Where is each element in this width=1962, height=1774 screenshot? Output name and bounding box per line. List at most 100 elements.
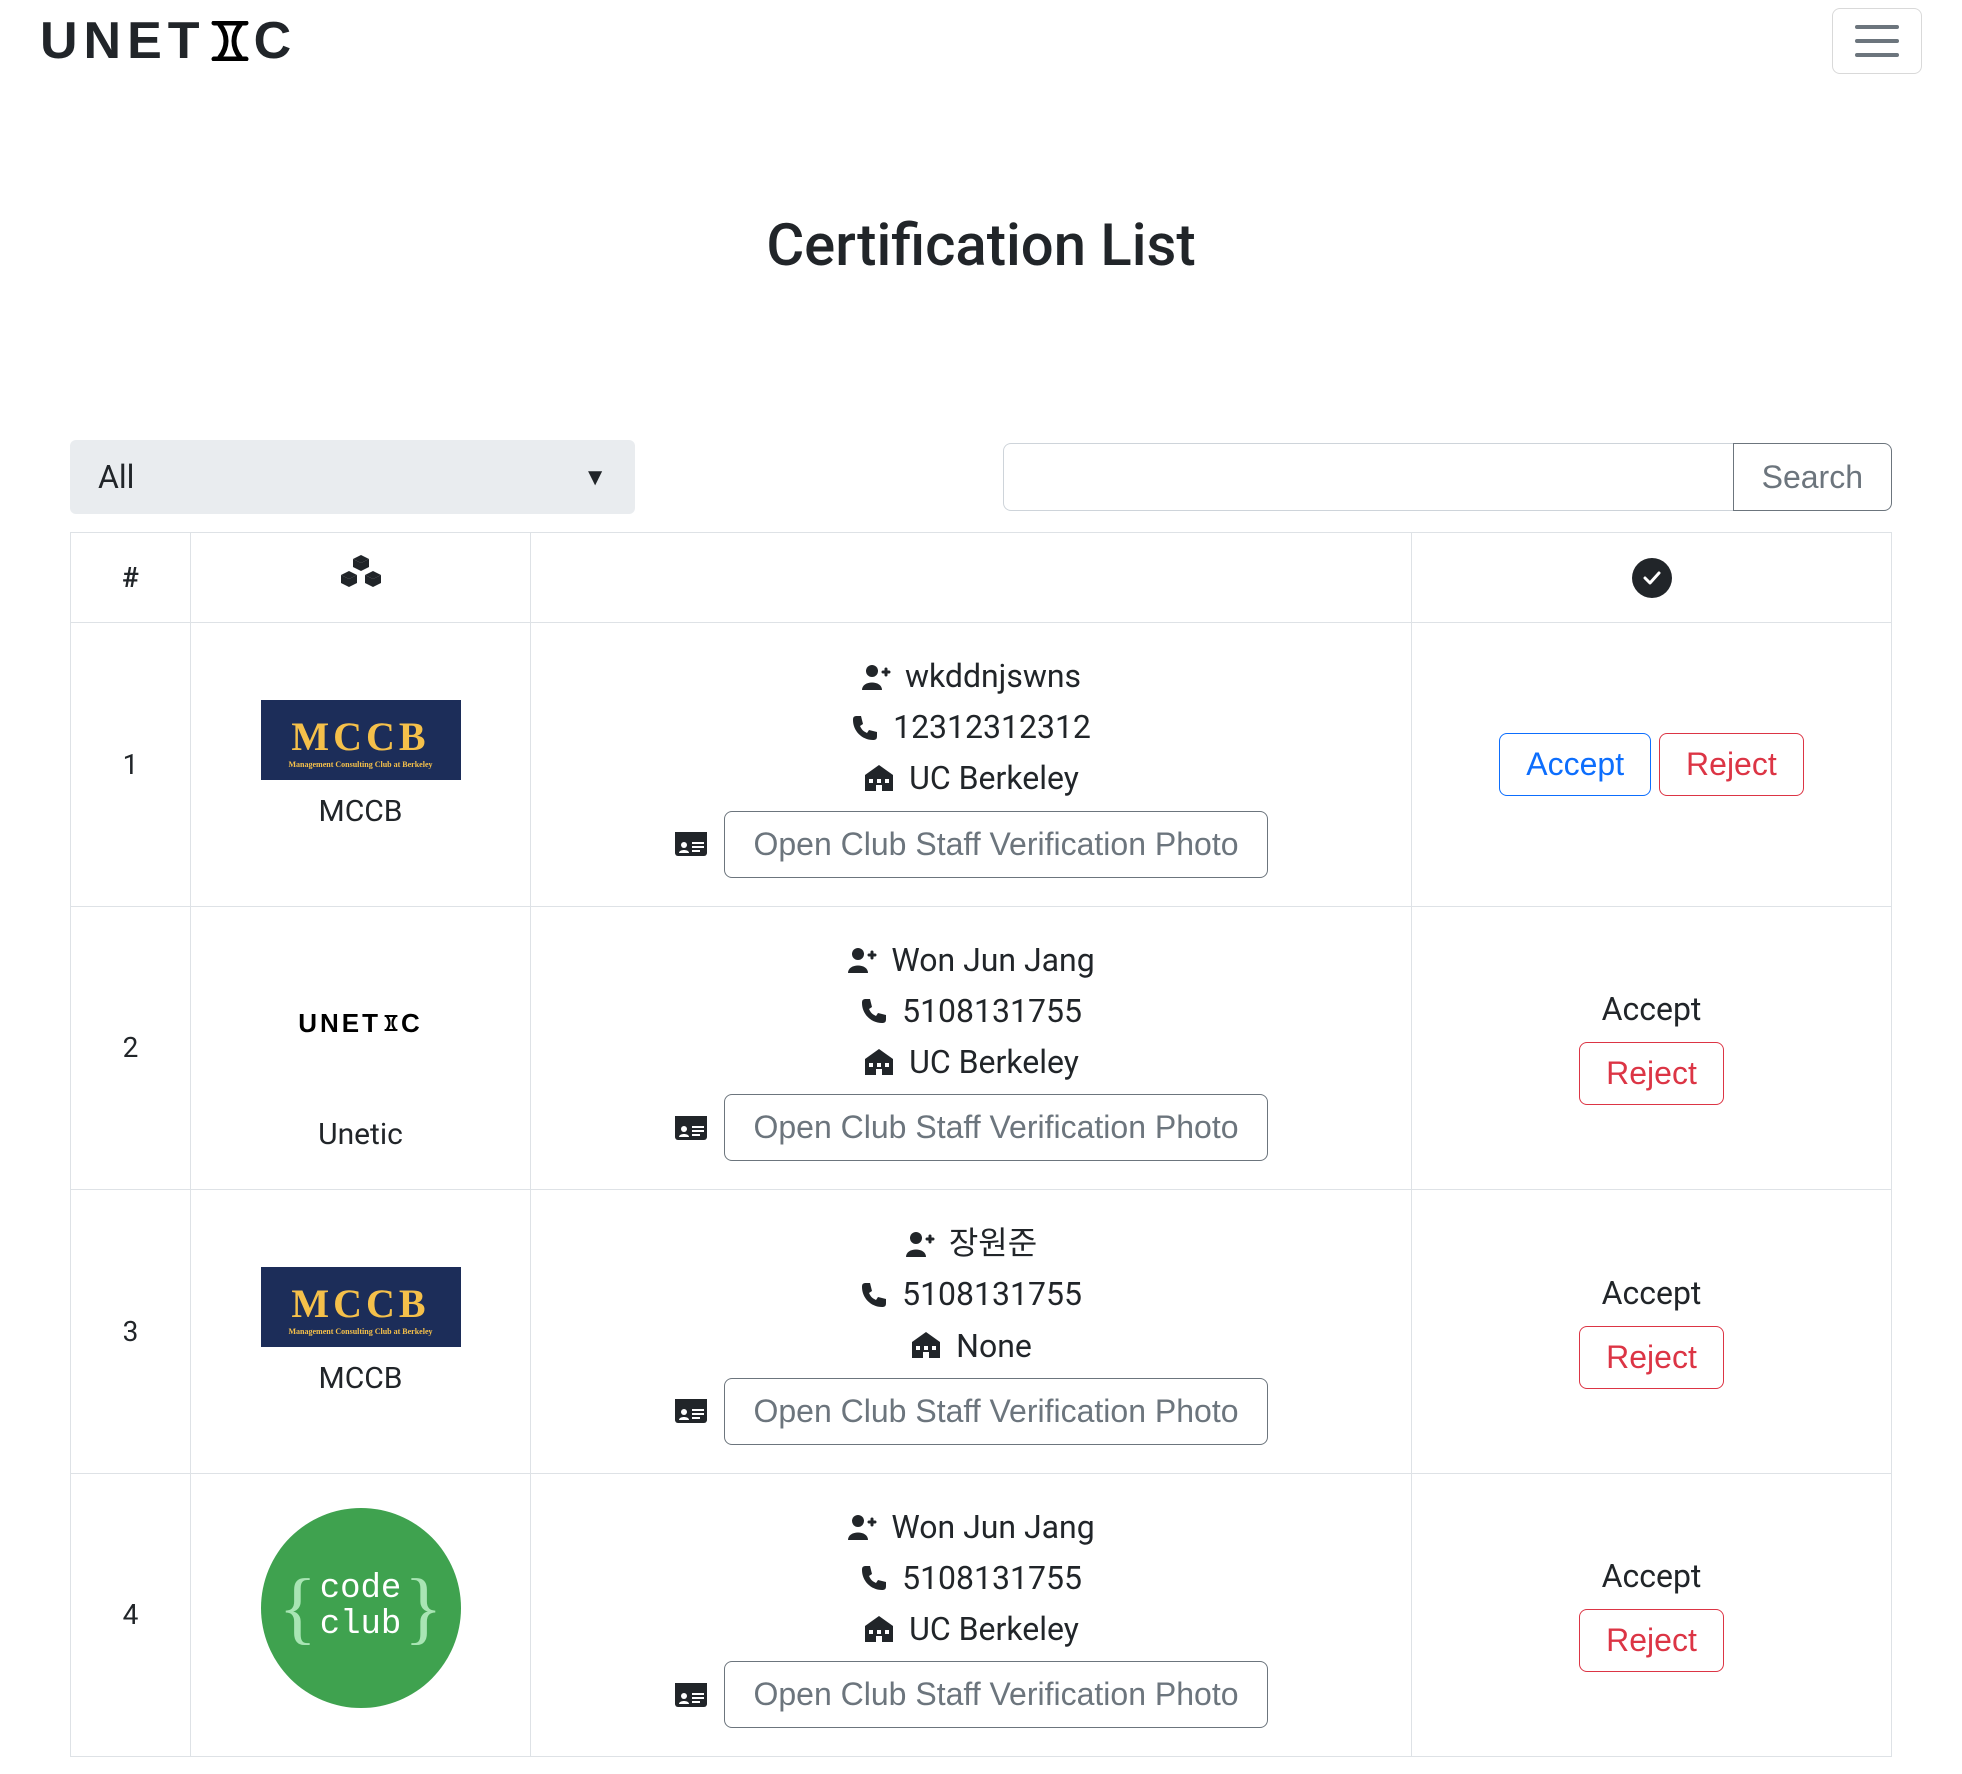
user-line: 장원준	[543, 1218, 1399, 1269]
search-button[interactable]: Search	[1733, 443, 1892, 511]
action-cell: Accept Reject	[1412, 623, 1892, 907]
club-cell: MCCBManagement Consulting Club at Berkel…	[191, 1190, 531, 1474]
club-logo: MCCBManagement Consulting Club at Berkel…	[261, 1267, 461, 1347]
info-cell: Won Jun Jang 5108131755 UC Berkeley Open…	[531, 1473, 1412, 1757]
club-logo: UNETC	[261, 943, 461, 1103]
phone-number: 5108131755	[902, 1553, 1082, 1604]
header-index: #	[71, 533, 191, 623]
brand-text-left: UNET	[40, 11, 206, 71]
accept-label: Accept	[1424, 990, 1879, 1028]
phone-icon	[860, 997, 888, 1025]
header-club	[191, 533, 531, 623]
info-cell: Won Jun Jang 5108131755 UC Berkeley Open…	[531, 906, 1412, 1190]
cubes-icon	[339, 567, 383, 600]
menu-toggle-button[interactable]	[1832, 8, 1922, 74]
reject-button[interactable]: Reject	[1659, 733, 1804, 796]
table-container: #	[0, 532, 1962, 1757]
table-row: 2 UNETC Unetic Won Jun Jang 5108131755 U…	[71, 906, 1892, 1190]
school-icon	[910, 1332, 942, 1360]
phone-line: 5108131755	[543, 986, 1399, 1037]
check-icon	[1632, 558, 1672, 598]
action-cell: Accept Reject	[1412, 1190, 1892, 1474]
club-logo: { codeclub }	[261, 1508, 461, 1708]
school-icon	[863, 765, 895, 793]
phone-line: 12312312312	[543, 702, 1399, 753]
reject-button[interactable]: Reject	[1579, 1326, 1724, 1389]
row-index: 3	[71, 1190, 191, 1474]
open-photo-button[interactable]: Open Club Staff Verification Photo	[724, 1378, 1267, 1445]
club-name: MCCB	[319, 1361, 403, 1396]
reject-button[interactable]: Reject	[1579, 1042, 1724, 1105]
row-index: 4	[71, 1473, 191, 1757]
user-icon	[905, 1229, 935, 1259]
user-icon	[847, 1512, 877, 1542]
search-group: Search	[1003, 443, 1892, 511]
school-line: UC Berkeley	[543, 1604, 1399, 1655]
phone-line: 5108131755	[543, 1553, 1399, 1604]
accept-button[interactable]: Accept	[1499, 733, 1651, 796]
brand-text-right: C	[254, 11, 298, 71]
school-name: None	[956, 1321, 1032, 1372]
school-icon	[863, 1049, 895, 1077]
id-card-icon	[674, 831, 708, 857]
info-cell: 장원준 5108131755 None Open Club Staff Veri…	[531, 1190, 1412, 1474]
user-line: Won Jun Jang	[543, 1502, 1399, 1553]
phone-number: 5108131755	[902, 1269, 1082, 1320]
accept-label: Accept	[1424, 1557, 1879, 1595]
user-line: Won Jun Jang	[543, 935, 1399, 986]
club-cell: { codeclub }	[191, 1473, 531, 1757]
page-title: Certification List	[0, 212, 1962, 280]
club-cell: MCCBManagement Consulting Club at Berkel…	[191, 623, 531, 907]
chevron-down-icon: ▼	[583, 463, 607, 492]
open-photo-button[interactable]: Open Club Staff Verification Photo	[724, 1094, 1267, 1161]
user-icon	[861, 662, 891, 692]
row-index: 2	[71, 906, 191, 1190]
club-cell: UNETC Unetic	[191, 906, 531, 1190]
search-input[interactable]	[1003, 443, 1733, 511]
info-cell: wkddnjswns 12312312312 UC Berkeley Open …	[531, 623, 1412, 907]
id-card-icon	[674, 1115, 708, 1141]
navbar: UNET C	[0, 0, 1962, 82]
phone-icon	[851, 714, 879, 742]
brand-glyph-icon	[208, 21, 252, 61]
certification-table: #	[70, 532, 1892, 1757]
photo-line: Open Club Staff Verification Photo	[674, 1661, 1267, 1728]
table-row: 3 MCCBManagement Consulting Club at Berk…	[71, 1190, 1892, 1474]
school-name: UC Berkeley	[909, 753, 1079, 804]
school-line: UC Berkeley	[543, 1037, 1399, 1088]
user-name: wkddnjswns	[905, 651, 1081, 702]
school-name: UC Berkeley	[909, 1604, 1079, 1655]
id-card-icon	[674, 1398, 708, 1424]
open-photo-button[interactable]: Open Club Staff Verification Photo	[724, 811, 1267, 878]
id-card-icon	[674, 1682, 708, 1708]
user-icon	[847, 945, 877, 975]
filter-selected: All	[98, 458, 134, 496]
user-name: Won Jun Jang	[891, 1502, 1094, 1553]
row-index: 1	[71, 623, 191, 907]
school-icon	[863, 1616, 895, 1644]
user-name: Won Jun Jang	[891, 935, 1094, 986]
phone-number: 12312312312	[893, 702, 1091, 753]
header-info	[531, 533, 1412, 623]
club-logo: MCCBManagement Consulting Club at Berkel…	[261, 700, 461, 780]
table-row: 4 { codeclub } Won Jun Jang 5108131755 U…	[71, 1473, 1892, 1757]
photo-line: Open Club Staff Verification Photo	[674, 1378, 1267, 1445]
photo-line: Open Club Staff Verification Photo	[674, 1094, 1267, 1161]
brand-logo[interactable]: UNET C	[40, 11, 297, 71]
open-photo-button[interactable]: Open Club Staff Verification Photo	[724, 1661, 1267, 1728]
reject-button[interactable]: Reject	[1579, 1609, 1724, 1672]
club-name: MCCB	[319, 794, 403, 829]
phone-icon	[860, 1564, 888, 1592]
filter-dropdown[interactable]: All ▼	[70, 440, 635, 514]
header-status	[1412, 533, 1892, 623]
user-name: 장원준	[949, 1218, 1037, 1269]
phone-number: 5108131755	[902, 986, 1082, 1037]
action-cell: Accept Reject	[1412, 1473, 1892, 1757]
hamburger-icon	[1853, 21, 1901, 61]
school-line: None	[543, 1321, 1399, 1372]
phone-icon	[860, 1281, 888, 1309]
phone-line: 5108131755	[543, 1269, 1399, 1320]
table-row: 1 MCCBManagement Consulting Club at Berk…	[71, 623, 1892, 907]
club-name: Unetic	[318, 1117, 403, 1152]
table-header-row: #	[71, 533, 1892, 623]
